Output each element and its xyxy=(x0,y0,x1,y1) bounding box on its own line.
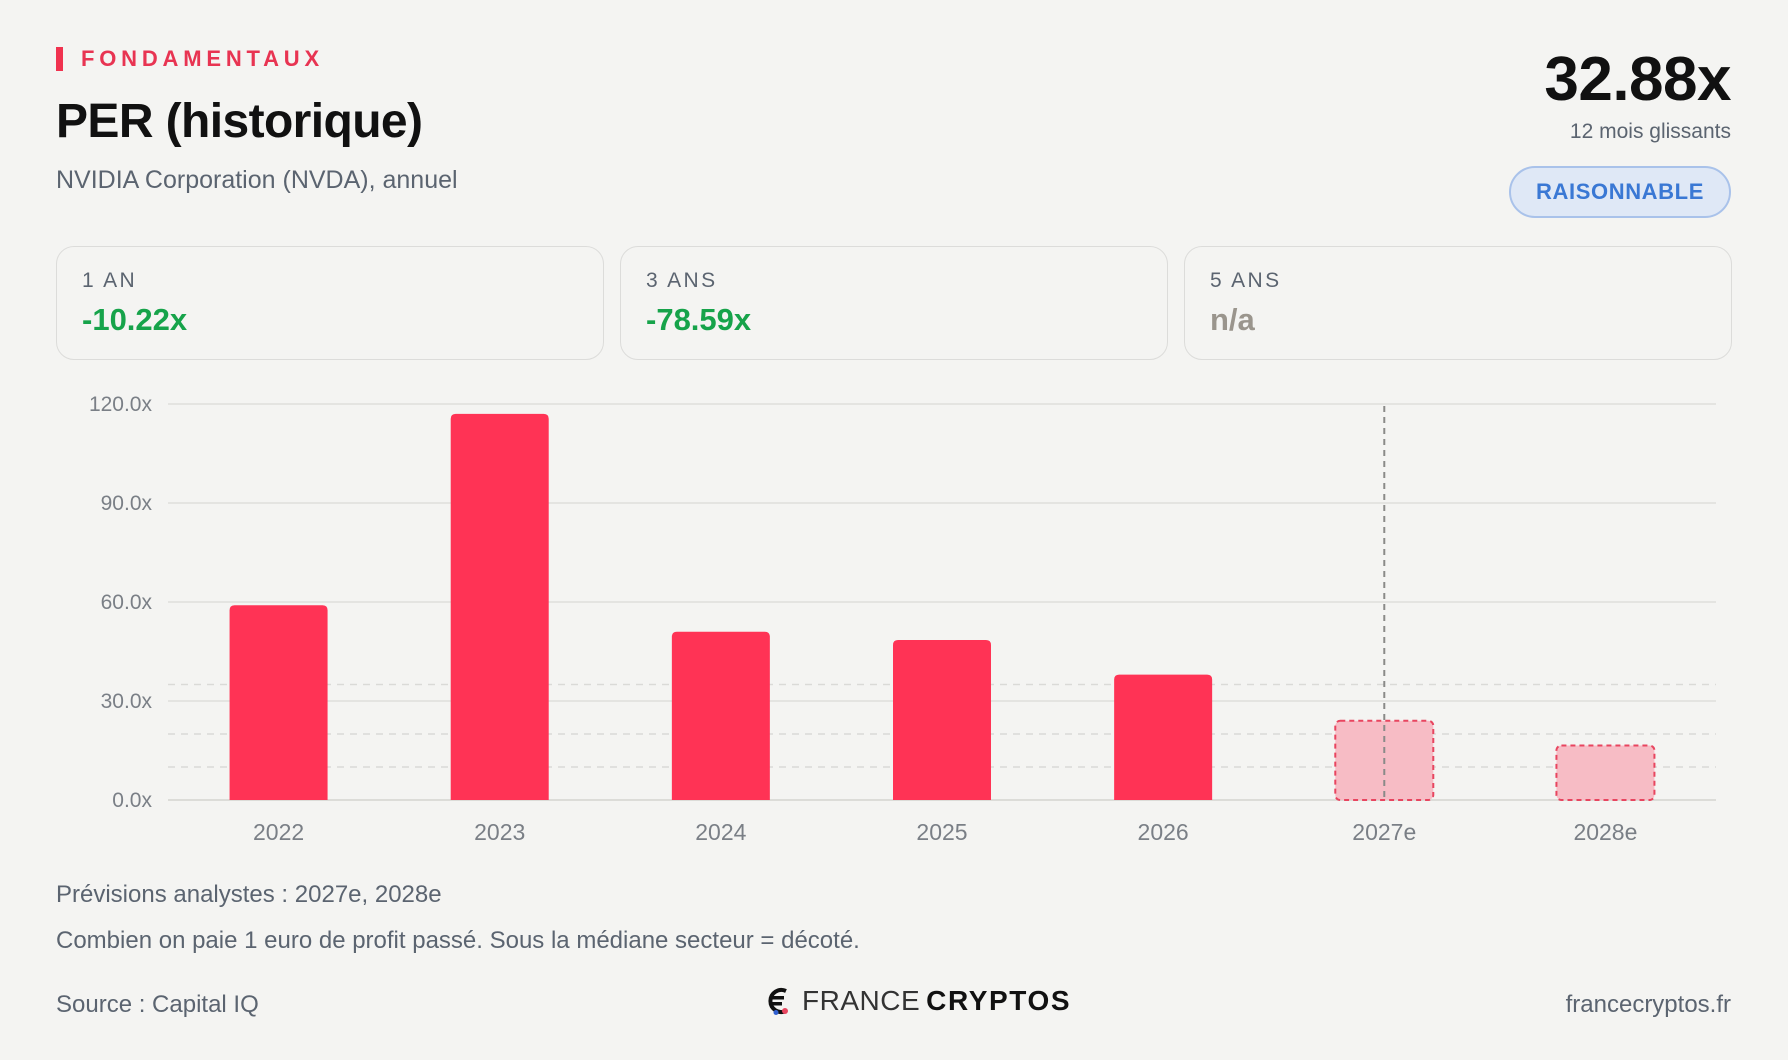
bar xyxy=(450,413,549,800)
per-bar-chart: 0.0x 30.0x 60.0x 90.0x 120.0x 2022 2023 2024 202… xyxy=(89,393,1716,845)
card-value: n/a xyxy=(1210,302,1255,337)
valuation-badge: RAISONNABLE xyxy=(1509,166,1731,218)
card-3-years: 3 ANS -78.59x xyxy=(620,246,1168,360)
bar xyxy=(671,631,770,800)
card-label: 1 AN xyxy=(82,269,138,292)
x-tick-label: 2024 xyxy=(695,819,746,845)
section-eyebrow: FONDAMENTAUX xyxy=(56,46,324,72)
y-tick-label: 120.0x xyxy=(89,393,153,416)
source-label: Source : Capital IQ xyxy=(56,991,259,1018)
bar xyxy=(893,639,991,800)
eyebrow-label: FONDAMENTAUX xyxy=(81,46,324,71)
page-title: PER (historique) xyxy=(56,95,423,148)
x-tick-label: 2027e xyxy=(1352,819,1416,845)
card-value: -78.59x xyxy=(646,302,752,337)
brand-logo-bold: CRYPTOS xyxy=(926,985,1072,1016)
x-tick-label: 2025 xyxy=(916,819,967,845)
bar-forecast xyxy=(1555,744,1656,801)
bar xyxy=(1114,674,1213,800)
card-label: 3 ANS xyxy=(646,269,718,292)
current-per-caption: 12 mois glissants xyxy=(1569,120,1731,143)
brand-logo-icon xyxy=(768,988,788,1015)
card-5-years: 5 ANS n/a xyxy=(1184,246,1732,360)
x-tick-label: 2028e xyxy=(1573,819,1637,845)
brand-logo: FRANCE CRYPTOS xyxy=(764,985,1071,1017)
current-per-value: 32.88x xyxy=(1544,45,1731,114)
card-1-year: 1 AN -10.22x xyxy=(56,246,604,360)
eyebrow-marker xyxy=(56,47,63,71)
y-tick-label: 30.0x xyxy=(101,690,153,713)
change-cards: 1 AN -10.22x 3 ANS -78.59x 5 ANS n/a xyxy=(56,246,1732,360)
x-tick-label: 2026 xyxy=(1138,819,1189,845)
x-tick-label: 2023 xyxy=(474,819,525,845)
forecast-note: Prévisions analystes : 2027e, 2028e xyxy=(56,881,442,908)
x-tick-label: 2022 xyxy=(253,819,304,845)
explanation-note: Combien on paie 1 euro de profit passé. … xyxy=(56,927,860,954)
y-tick-label: 0.0x xyxy=(112,789,152,812)
bar xyxy=(229,605,328,800)
card-value: -10.22x xyxy=(82,302,188,337)
brand-logo-light: FRANCE xyxy=(802,985,921,1016)
card-label: 5 ANS xyxy=(1210,269,1282,292)
y-tick-label: 60.0x xyxy=(101,591,153,614)
y-tick-label: 90.0x xyxy=(101,492,153,515)
site-link[interactable]: francecryptos.fr xyxy=(1565,991,1731,1018)
page-subtitle: NVIDIA Corporation (NVDA), annuel xyxy=(56,166,458,194)
